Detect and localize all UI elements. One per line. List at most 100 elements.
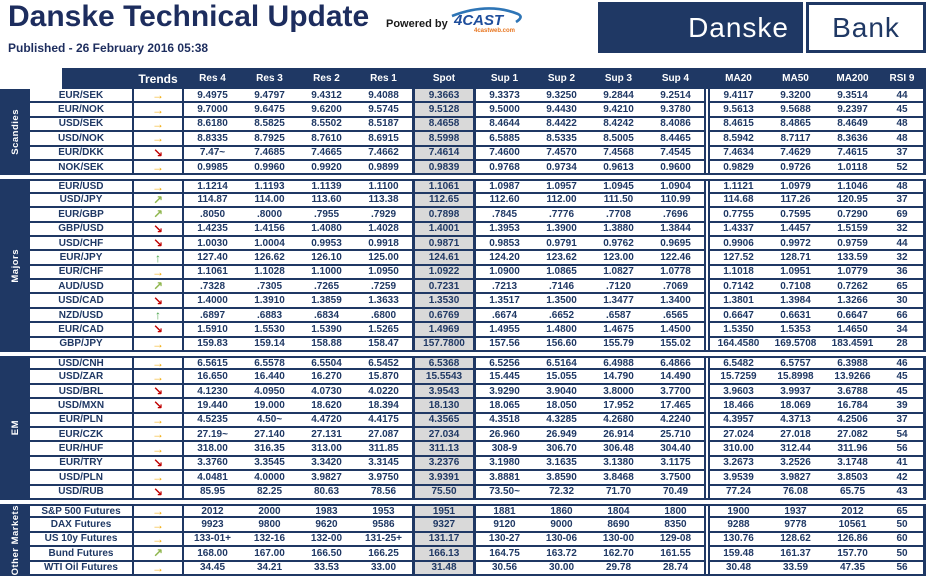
trend-down-right-arrow-icon: ↘	[134, 398, 184, 414]
res3-value: 316.35	[241, 442, 298, 457]
column-gap	[704, 337, 710, 353]
column-gap	[704, 323, 710, 338]
instrument-name: USD/CNH	[30, 356, 134, 371]
res3-value: 132-16	[241, 533, 298, 548]
ma20-value: 7.4634	[710, 147, 767, 161]
section-em: EM USD/CNH → 6.5615 6.5578 6.5504 6.5452 6.5368…	[0, 356, 926, 500]
spot-value: 311.13	[412, 442, 476, 457]
sup3-value: .7120	[590, 280, 647, 295]
danske-bank-logo: Danske Bank	[598, 2, 926, 53]
sup2-value: 112.00	[533, 194, 590, 209]
spot-value: 131.17	[412, 532, 476, 548]
table-row: USD/MXN ↘ 19.440 19.000 18.620 18.394 18.130 18…	[30, 398, 926, 414]
res3-value: 3.3545	[241, 457, 298, 472]
ma50-value: 27.018	[767, 428, 824, 443]
res2-value: 1.1000	[298, 266, 355, 281]
column-gap	[704, 442, 710, 457]
ma200-value: 157.70	[824, 547, 881, 562]
res2-value: 0.9953	[298, 237, 355, 252]
column-header-ma20: MA20	[710, 68, 767, 89]
res4-value: 159.83	[184, 338, 241, 353]
res3-value: .8000	[241, 208, 298, 223]
column-gap	[704, 89, 710, 104]
res3-value: 9800	[241, 518, 298, 533]
res3-value: 16.440	[241, 370, 298, 385]
column-header-ma200: MA200	[824, 68, 881, 89]
sup2-value: 3.8590	[533, 471, 590, 486]
trend-flat-arrow-icon: →	[134, 532, 184, 548]
trend-flat-arrow-icon: →	[134, 103, 184, 118]
res4-value: 114.87	[184, 194, 241, 209]
res2-value: 9620	[298, 518, 355, 533]
spot-value: 124.61	[412, 251, 476, 266]
rsi-value: 41	[881, 456, 926, 472]
sup3-value: .7708	[590, 208, 647, 223]
res3-value: 8.5825	[241, 118, 298, 133]
trend-flat-arrow-icon: →	[134, 413, 184, 428]
sup2-value: 1860	[533, 503, 590, 519]
res1-value: 113.38	[355, 194, 412, 209]
ma20-value: 9.5613	[710, 103, 767, 118]
ma200-value: 3.6788	[824, 385, 881, 400]
ma200-value: 8.3636	[824, 132, 881, 147]
column-header-ma50: MA50	[767, 68, 824, 89]
sup4-value: 1.0904	[647, 179, 704, 194]
trend-flat-arrow-icon: →	[134, 337, 184, 353]
instrument-name: EUR/JPY	[30, 251, 134, 266]
sup4-value: 0.9600	[647, 161, 704, 176]
column-gap	[704, 146, 710, 161]
res4-value: 0.9985	[184, 161, 241, 176]
sup2-value: 9.3250	[533, 89, 590, 104]
sup2-value: 1.4800	[533, 323, 590, 338]
sup4-value: 1800	[647, 503, 704, 519]
ma50-value: 18.069	[767, 399, 824, 414]
res3-value: 2000	[241, 503, 298, 519]
res4-value: 1.1061	[184, 266, 241, 281]
fourcast-logo: 4CAST 4castweb.com	[448, 6, 526, 41]
sup4-value: 70.49	[647, 486, 704, 500]
res1-value: 27.087	[355, 428, 412, 443]
column-gap	[704, 103, 710, 118]
res2-value: 18.620	[298, 399, 355, 414]
sup2-value: 1.0865	[533, 266, 590, 281]
instrument-name: USD/BRL	[30, 384, 134, 400]
res1-value: .7259	[355, 280, 412, 295]
ma200-value: 1.0118	[824, 161, 881, 176]
column-gap	[704, 193, 710, 209]
trend-down-right-arrow-icon: ↘	[134, 294, 184, 309]
sup1-value: 15.445	[476, 370, 533, 385]
column-gap	[704, 179, 710, 194]
section-rows: EUR/USD → 1.1214 1.1193 1.1139 1.1100 1.1061 1.…	[30, 179, 926, 353]
column-gap	[704, 370, 710, 385]
sup3-value: 8.5005	[590, 132, 647, 147]
sup3-value: 1.4675	[590, 323, 647, 338]
column-header-sup3: Sup 3	[590, 68, 647, 89]
ma200-value: 9.3514	[824, 89, 881, 104]
spot-value: 9327	[412, 518, 476, 533]
instrument-name: NOK/SEK	[30, 160, 134, 176]
ma20-value: 1900	[710, 503, 767, 519]
table-row: GBP/JPY → 159.83 159.14 158.88 158.47 157.7800…	[30, 337, 926, 353]
trend-flat-arrow-icon: →	[134, 470, 184, 486]
table-row: USD/PLN → 4.0481 4.0000 3.9827 3.9750 3.9391 3.…	[30, 470, 926, 486]
sup4-value: .7696	[647, 208, 704, 223]
ma200-value: 1.4650	[824, 323, 881, 338]
column-gap	[704, 308, 710, 324]
table-row: EUR/GBP ↗ .8050.8000.7955.7929 0.7898.7845.…	[30, 207, 926, 223]
column-gap	[704, 160, 710, 176]
ma20-value: 9288	[710, 518, 767, 533]
res2-value: 3.3420	[298, 457, 355, 472]
table-row: EUR/SEK → 9.4975 9.4797 9.4312 9.4088 9.3663 9.…	[30, 88, 926, 104]
sup4-value: 9.3780	[647, 103, 704, 118]
sup4-value: 161.55	[647, 547, 704, 562]
sup1-value: 30.56	[476, 562, 533, 576]
trend-down-right-arrow-icon: ↘	[134, 485, 184, 500]
ma20-value: 1.1018	[710, 266, 767, 281]
res3-value: .7305	[241, 280, 298, 295]
res2-value: 113.60	[298, 194, 355, 209]
res3-value: 1.0004	[241, 237, 298, 252]
technical-levels-table: Trends Res 4 Res 3 Res 2 Res 1 Spot Sup 1 Sup 2…	[0, 68, 926, 576]
ma20-value: 9.4117	[710, 89, 767, 104]
sup1-value: 1881	[476, 503, 533, 519]
ma50-value: 1.0979	[767, 179, 824, 194]
